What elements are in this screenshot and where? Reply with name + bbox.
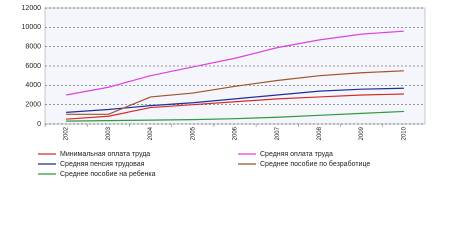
x-tick-label: 2004 — [148, 126, 154, 140]
x-tick-label: 2009 — [359, 126, 365, 140]
y-tick-label: 8000 — [25, 44, 41, 51]
x-tick-label: 2006 — [233, 126, 239, 140]
x-tick-label: 2005 — [190, 126, 196, 140]
chart: 0 2000 4000 6000 8000 10000 12000 2002 2003 2004 2… — [22, 5, 426, 178]
y-tick-label: 10000 — [22, 24, 42, 31]
x-tick-label: 2008 — [317, 126, 323, 140]
x-tick-label: 2007 — [275, 126, 281, 140]
legend-label: Средняя оплата труда — [260, 151, 333, 158]
series-line — [66, 30, 404, 96]
y-tick-label: 4000 — [25, 82, 41, 89]
series-line — [66, 110, 404, 122]
y-tick-label: 0 — [37, 121, 41, 128]
legend-label: Минимальная оплата труда — [60, 151, 150, 158]
series-line — [66, 70, 404, 115]
legend-label: Среднее пособие по безработице — [260, 160, 370, 168]
y-tick-label: 12000 — [22, 5, 42, 12]
legend-label: Средняя пенсия трудовая — [60, 161, 145, 168]
x-tick-label: 2003 — [106, 126, 112, 140]
y-tick-label: 2000 — [25, 102, 41, 109]
series-line — [66, 93, 404, 120]
legend-label: Среднее пособие на ребенка — [60, 170, 156, 178]
x-tick-label: 2010 — [401, 126, 407, 140]
y-tick-label: 6000 — [25, 63, 41, 70]
x-tick-label: 2002 — [64, 126, 70, 140]
